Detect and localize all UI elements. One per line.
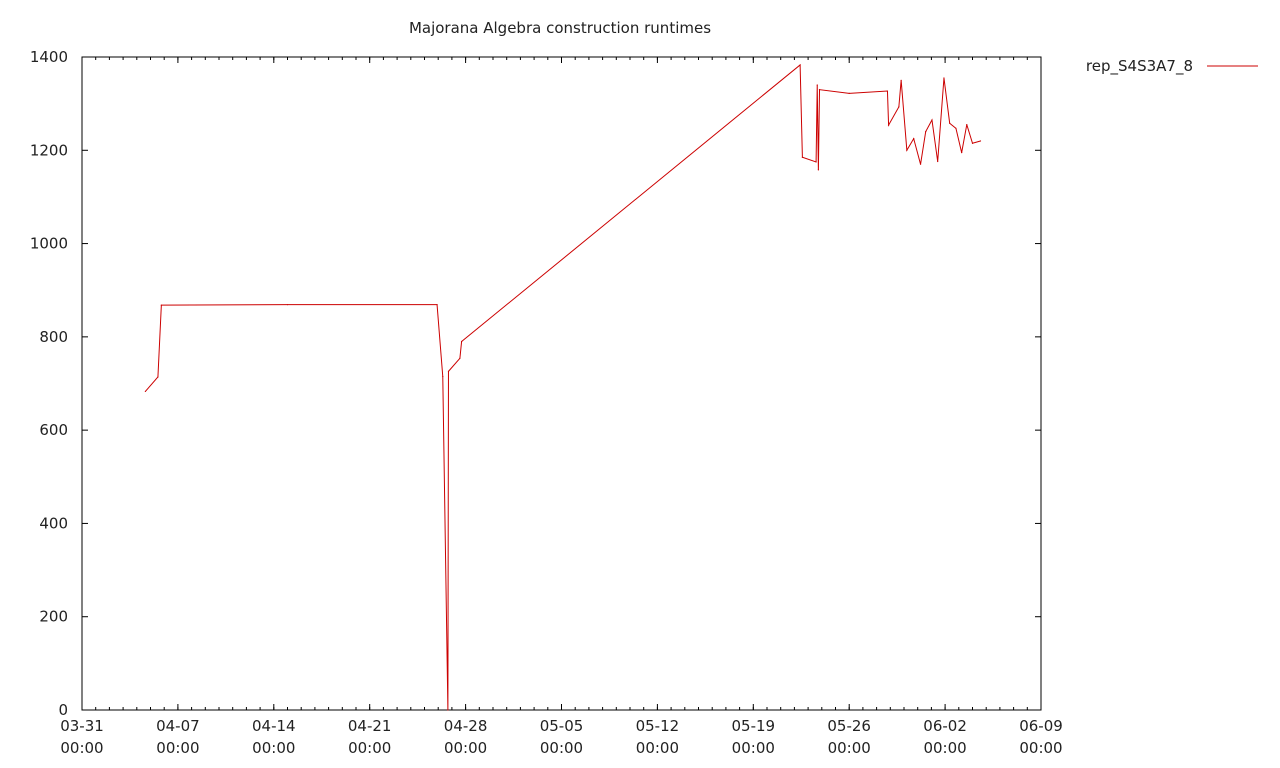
x-tick-label-date: 05-12 [636, 717, 680, 735]
x-tick-label-time: 00:00 [60, 739, 103, 757]
x-tick-label-date: 06-02 [923, 717, 967, 735]
x-tick-label-date: 04-21 [348, 717, 392, 735]
chart-title: Majorana Algebra construction runtimes [409, 19, 711, 37]
data-point [157, 376, 159, 378]
data-point [961, 152, 963, 154]
x-tick-label-time: 00:00 [444, 739, 487, 757]
x-tick-label-date: 06-09 [1019, 717, 1063, 735]
data-point [937, 160, 939, 163]
series-line-1 [144, 63, 981, 711]
data-point [286, 304, 289, 306]
x-tick-label-date: 05-05 [540, 717, 584, 735]
data-point [459, 357, 461, 359]
data-point [886, 90, 889, 92]
x-tick-label-time: 00:00 [1019, 739, 1062, 757]
data-point [966, 124, 968, 126]
data-point [848, 92, 850, 94]
data-point [817, 169, 819, 171]
x-tick-label-date: 04-28 [444, 717, 488, 735]
x-tick-label-time: 00:00 [923, 739, 966, 757]
x-tick-label-time: 00:00 [540, 739, 583, 757]
y-tick-label: 200 [39, 608, 68, 626]
y-tick-label: 1200 [30, 141, 68, 159]
data-point [144, 390, 146, 393]
data-point [900, 79, 902, 81]
data-point [815, 161, 817, 163]
x-tick-label-date: 05-19 [732, 717, 776, 735]
data-point [913, 138, 915, 140]
x-tick-label-date: 05-26 [827, 717, 871, 735]
x-tick-label-date: 03-31 [60, 717, 104, 735]
x-tick-label-time: 00:00 [348, 739, 391, 757]
y-tick-label: 1000 [30, 235, 68, 253]
x-tick-label-date: 04-14 [252, 717, 296, 735]
series-group [144, 63, 982, 711]
data-point [971, 142, 974, 144]
data-point [949, 122, 951, 124]
x-tick-label-time: 00:00 [156, 739, 199, 757]
data-point [436, 304, 438, 306]
y-tick-label: 0 [58, 701, 68, 719]
x-tick-label-time: 00:00 [636, 739, 679, 757]
data-point [160, 304, 162, 306]
x-tick-label-date: 04-07 [156, 717, 200, 735]
data-point [816, 84, 818, 86]
data-point [931, 119, 933, 121]
x-tick-label-time: 00:00 [252, 739, 295, 757]
legend: rep_S4S3A7_8 [1086, 57, 1258, 76]
data-point [801, 156, 803, 158]
y-axis: 0 200 400 600 800 1000 1200 1400 [30, 48, 1041, 719]
y-tick-label: 600 [39, 421, 68, 439]
data-point [943, 77, 945, 79]
legend-label-series-1: rep_S4S3A7_8 [1086, 57, 1193, 76]
x-tick-label-time: 00:00 [828, 739, 871, 757]
y-tick-label: 1400 [30, 48, 68, 66]
data-point [447, 370, 450, 372]
data-point [799, 64, 801, 66]
data-point [442, 375, 444, 378]
data-point [919, 163, 922, 165]
data-point [906, 149, 908, 151]
x-axis: 03-31 00:00 04-07 00:00 04-14 00:00 04-21 00:00… [60, 57, 1063, 757]
x-tick-label-time: 00:00 [732, 739, 775, 757]
data-point [887, 124, 890, 126]
data-point [925, 131, 927, 133]
data-point [461, 340, 463, 343]
data-point [955, 127, 957, 129]
data-point [447, 709, 449, 711]
data-point [898, 106, 900, 108]
y-tick-label: 400 [39, 514, 68, 532]
data-point [818, 89, 821, 91]
y-tick-label: 800 [39, 328, 68, 346]
data-point [979, 140, 982, 142]
